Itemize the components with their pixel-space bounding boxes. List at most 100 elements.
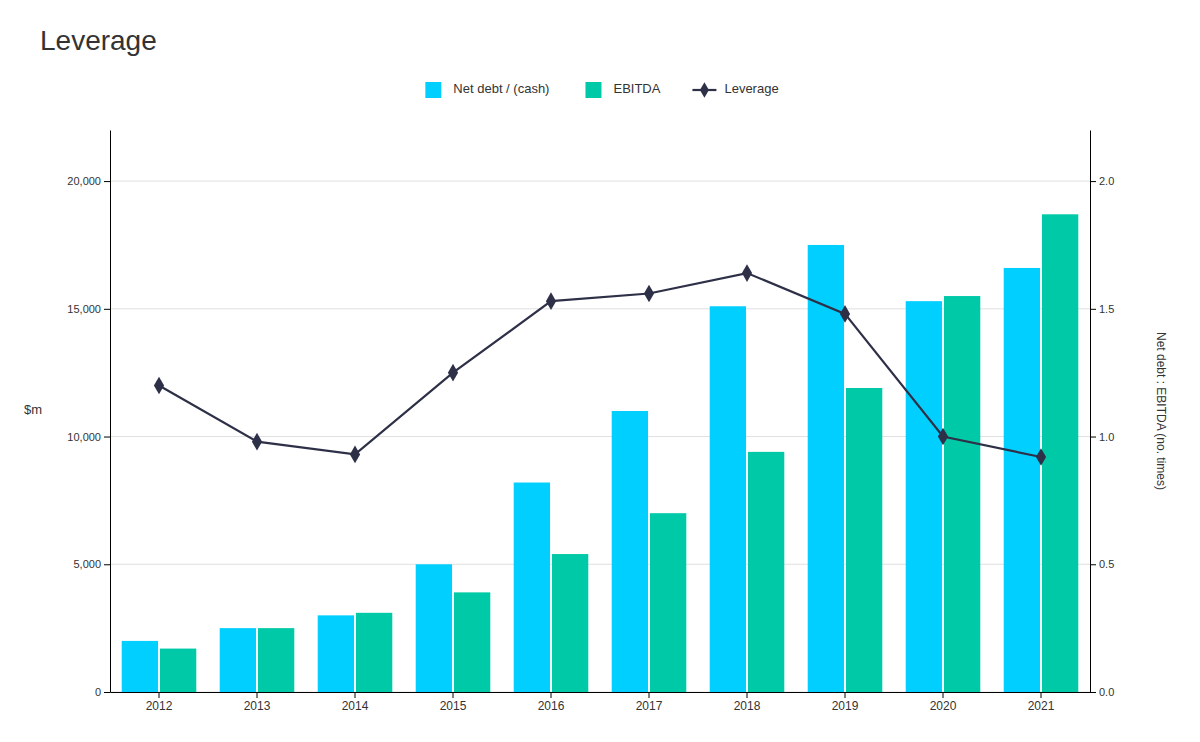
x-tick-label: 2015 (440, 699, 467, 713)
y2-tick-label: 0.5 (1099, 558, 1114, 570)
y2-axis-line (1090, 131, 1091, 693)
y-tick: 0 (95, 686, 110, 698)
legend-label: EBITDA (613, 81, 660, 96)
y2-tick: 1.0 (1090, 431, 1114, 443)
y2-tick: 0.0 (1090, 686, 1114, 698)
bar (1042, 214, 1078, 692)
marker (154, 377, 164, 395)
y-tick-mark (104, 181, 110, 182)
chart: 2012 2013 2014 2015 2016 2017 2018 2019 2020 2021… (0, 0, 1200, 742)
y-tick: 20,000 (67, 175, 110, 187)
bar (416, 564, 452, 692)
marker (546, 292, 556, 310)
bar (710, 306, 746, 692)
legend-label: Leverage (724, 81, 778, 96)
bar (748, 452, 784, 692)
bar (514, 483, 550, 692)
marker (644, 285, 654, 303)
y2-tick-mark (1090, 309, 1096, 310)
marker (448, 364, 458, 382)
x-tick-label: 2021 (1028, 699, 1055, 713)
marker (938, 428, 948, 446)
bar (906, 301, 942, 692)
plot-area (122, 214, 1079, 692)
legend-label: Net debt / (cash) (453, 81, 549, 96)
x-tick: 2021 (1028, 692, 1055, 713)
title: Leverage (40, 25, 157, 56)
marker (1036, 448, 1046, 466)
x-tick-label: 2017 (636, 699, 663, 713)
y2-tick: 0.5 (1090, 558, 1114, 570)
bar (454, 592, 490, 692)
x-tick-mark (943, 692, 944, 698)
legend: Net debt / (cash) EBITDA Leverage (425, 81, 778, 98)
x-tick-mark (649, 692, 650, 698)
y-tick-label: 5,000 (73, 558, 101, 570)
x-tick: 2013 (244, 692, 271, 713)
line-series (154, 264, 1046, 466)
x-tick: 2017 (636, 692, 663, 713)
bar (944, 296, 980, 692)
bar (122, 641, 158, 692)
x-axis: 2012 2013 2014 2015 2016 2017 2018 2019 2020 2021 (111, 692, 1091, 713)
y-axis-title: $m (24, 402, 42, 417)
x-tick-mark (747, 692, 748, 698)
legend-item: Leverage (692, 81, 778, 97)
marker (840, 305, 850, 323)
x-tick-mark (845, 692, 846, 698)
x-tick-mark (1041, 692, 1042, 698)
bar (1004, 268, 1040, 692)
grid-line (110, 564, 1090, 565)
bar (160, 649, 196, 692)
bar (612, 411, 648, 692)
y-tick-mark (104, 692, 110, 693)
y2-axis: 0.0 0.5 1.0 1.5 2.0 (1090, 131, 1114, 699)
y2-tick-mark (1090, 181, 1096, 182)
legend-swatch (425, 82, 441, 98)
legend-item: EBITDA (585, 81, 660, 98)
x-tick: 2018 (734, 692, 761, 713)
y2-axis-title: Net debt : EBITDA (no. times) (1154, 332, 1168, 490)
y-tick: 5,000 (73, 558, 110, 570)
bar (650, 513, 686, 692)
y2-tick-label: 1.0 (1099, 431, 1114, 443)
x-tick-mark (551, 692, 552, 698)
y2-tick: 1.5 (1090, 303, 1114, 315)
y-tick-label: 0 (95, 686, 101, 698)
line (159, 273, 1041, 457)
x-tick-label: 2013 (244, 699, 271, 713)
x-tick-label: 2020 (930, 699, 957, 713)
x-tick: 2019 (832, 692, 859, 713)
bar (258, 628, 294, 692)
x-tick-label: 2014 (342, 699, 369, 713)
y-tick: 15,000 (67, 303, 110, 315)
x-tick-label: 2012 (146, 699, 173, 713)
y2-tick-mark (1090, 692, 1096, 693)
y2-tick-label: 0.0 (1099, 686, 1114, 698)
y-axis-line (110, 131, 111, 693)
grid-line (110, 308, 1090, 309)
legend-swatch-marker (700, 82, 709, 98)
bar-series (122, 245, 1040, 692)
x-tick-label: 2016 (538, 699, 565, 713)
y-tick-label: 10,000 (67, 431, 101, 443)
y-tick-label: 20,000 (67, 175, 101, 187)
x-tick: 2012 (146, 692, 173, 713)
y-tick-mark (104, 309, 110, 310)
x-tick-mark (257, 692, 258, 698)
bar (356, 613, 392, 692)
grid-line (110, 181, 1090, 182)
x-tick: 2015 (440, 692, 467, 713)
y-tick-mark (104, 437, 110, 438)
y2-tick-mark (1090, 564, 1096, 565)
y2-tick-label: 2.0 (1099, 175, 1114, 187)
bar (552, 554, 588, 692)
legend-swatch (585, 82, 601, 98)
x-tick-mark (355, 692, 356, 698)
x-tick: 2020 (930, 692, 957, 713)
marker (742, 264, 752, 282)
x-tick-mark (453, 692, 454, 698)
bar-series (160, 214, 1078, 692)
y-tick-mark (104, 564, 110, 565)
grid (110, 181, 1090, 692)
